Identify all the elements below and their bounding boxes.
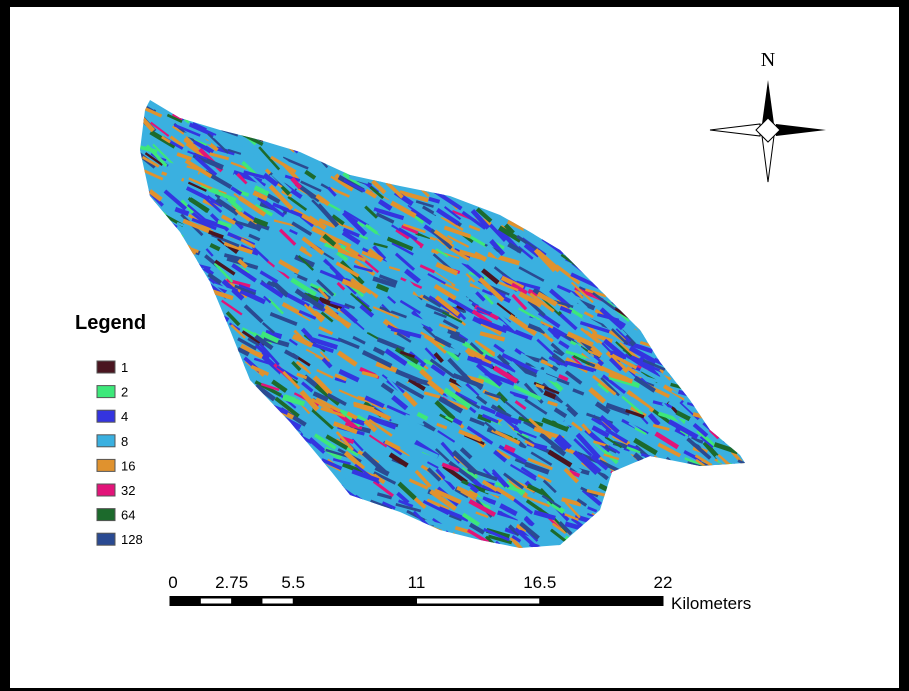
map-pixel <box>561 376 567 379</box>
scale-label: 22 <box>654 573 673 592</box>
legend-swatch <box>97 509 115 521</box>
scale-bar-segment <box>201 599 232 604</box>
map-pixel <box>470 359 480 362</box>
map-pixel <box>562 308 569 311</box>
legend-label: 2 <box>121 385 128 400</box>
legend-label: 64 <box>121 508 135 523</box>
north-label: N <box>761 49 775 71</box>
map-pixel <box>431 199 438 201</box>
scale-units: Kilometers <box>671 594 751 613</box>
map-pixel <box>537 385 543 387</box>
map-pixel <box>450 332 457 334</box>
legend-swatch <box>97 484 115 496</box>
map-pixel <box>256 221 265 224</box>
scale-bar-segment <box>417 599 540 604</box>
legend-label: 128 <box>121 532 143 547</box>
map-pixel <box>354 420 362 423</box>
scale-label: 16.5 <box>523 573 556 592</box>
map-pixel <box>527 519 532 524</box>
map-pixel <box>442 420 448 422</box>
map-pixel <box>376 350 382 353</box>
scale-label: 11 <box>408 573 426 592</box>
map-pixel <box>507 447 513 450</box>
scale-bar-segment <box>262 599 293 604</box>
map-pixel <box>381 242 387 244</box>
legend-label: 4 <box>121 409 128 424</box>
scale-label: 2.75 <box>215 573 248 592</box>
legend-label: 32 <box>121 483 135 498</box>
map-layout: N Legend 1 2 4 8 16 32 64 128 0 2.75 5.5 11 16.5 22 K… <box>0 0 909 691</box>
legend-swatch <box>97 410 115 422</box>
map-pixel <box>349 414 355 417</box>
legend-label: 8 <box>121 434 128 449</box>
legend-swatch <box>97 386 115 398</box>
map-frame: N Legend 1 2 4 8 16 32 64 128 0 2.75 5.5 11 16.5 22 K… <box>0 0 909 691</box>
legend-label: 1 <box>121 360 128 375</box>
legend-swatch <box>97 435 115 447</box>
legend-title: Legend <box>75 312 146 334</box>
scale-label: 5.5 <box>281 573 305 592</box>
map-pixel <box>419 415 425 418</box>
scale-label: 0 <box>168 573 177 592</box>
legend-swatch <box>97 533 115 545</box>
map-pixel <box>379 287 386 290</box>
legend-swatch <box>97 459 115 471</box>
map-pixel <box>212 246 218 249</box>
legend-swatch <box>97 361 115 373</box>
map-pixel <box>178 210 187 213</box>
legend-label: 16 <box>121 458 135 473</box>
map-pixel <box>546 394 553 397</box>
map-pixel <box>549 403 556 405</box>
